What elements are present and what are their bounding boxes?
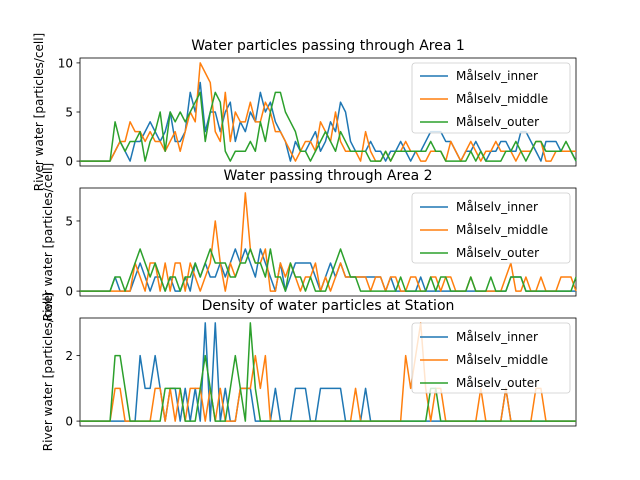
legend-label-outer-2: Målselv_outer: [456, 246, 539, 260]
legend-box-3: [411, 322, 571, 394]
subplot-area-1: Water particles passing through Area 1 0…: [58, 38, 577, 169]
legend-label-inner-2: Målselv_inner: [456, 200, 538, 214]
subplot-title-1: Water particles passing through Area 1: [191, 38, 465, 54]
y-tick-label: 5: [65, 214, 73, 228]
plot-frame-2: [79, 187, 577, 297]
series-line-mlselvouter: [80, 248, 577, 292]
legend-label-middle-1: Målselv_middle: [456, 92, 548, 106]
y-tick-label: 10: [58, 56, 73, 70]
subplot-area-2: Water passing through Area 2 05 Målselv_…: [65, 168, 577, 299]
legend-label-middle-3: Målselv_middle: [456, 353, 548, 367]
legend-3: Målselv_inner Målselv_middle Målselv_out…: [411, 322, 571, 394]
series-lines-2: [80, 192, 577, 292]
legend-label-inner-1: Målselv_inner: [456, 69, 538, 83]
y-tick-label: 0: [65, 415, 73, 429]
series-line-mlselvouter: [80, 322, 576, 422]
legend-1: Målselv_inner Målselv_middle Målselv_out…: [411, 62, 571, 134]
y-tick-label: 2: [65, 349, 73, 363]
plot-frame-3: [79, 317, 577, 427]
subplot-area-3: Density of water particles at Station 02…: [65, 298, 577, 429]
legend-box-2: [411, 192, 571, 264]
legend-label-outer-1: Målselv_outer: [456, 115, 539, 129]
y-axis-label-1: River water [particles/cell]: [32, 33, 46, 191]
y-tick-label: 0: [65, 285, 73, 299]
subplot-title-3: Density of water particles at Station: [202, 298, 455, 314]
legend-label-outer-3: Målselv_outer: [456, 376, 539, 390]
legend-box-1: [411, 62, 571, 134]
y-axis-label-3: River water [particles/cell]: [41, 293, 55, 451]
subplot-title-2: Water passing through Area 2: [223, 168, 432, 184]
series-lines-1: [80, 62, 577, 162]
series-line-mlselvouter: [80, 91, 577, 162]
series-lines-3: [80, 322, 576, 422]
y-ticks-1: 0 5 10: [58, 56, 80, 169]
y-ticks-2: 05: [65, 214, 80, 299]
y-tick-label: 0: [65, 155, 73, 169]
y-tick-label: 5: [65, 106, 73, 120]
y-axis-label-2: River water [particles/cell]: [41, 163, 55, 321]
legend-2: Målselv_inner Målselv_middle Målselv_out…: [411, 192, 571, 264]
y-ticks-3: 02: [65, 349, 80, 429]
legend-label-middle-2: Målselv_middle: [456, 223, 548, 237]
legend-label-inner-3: Målselv_inner: [456, 330, 538, 344]
